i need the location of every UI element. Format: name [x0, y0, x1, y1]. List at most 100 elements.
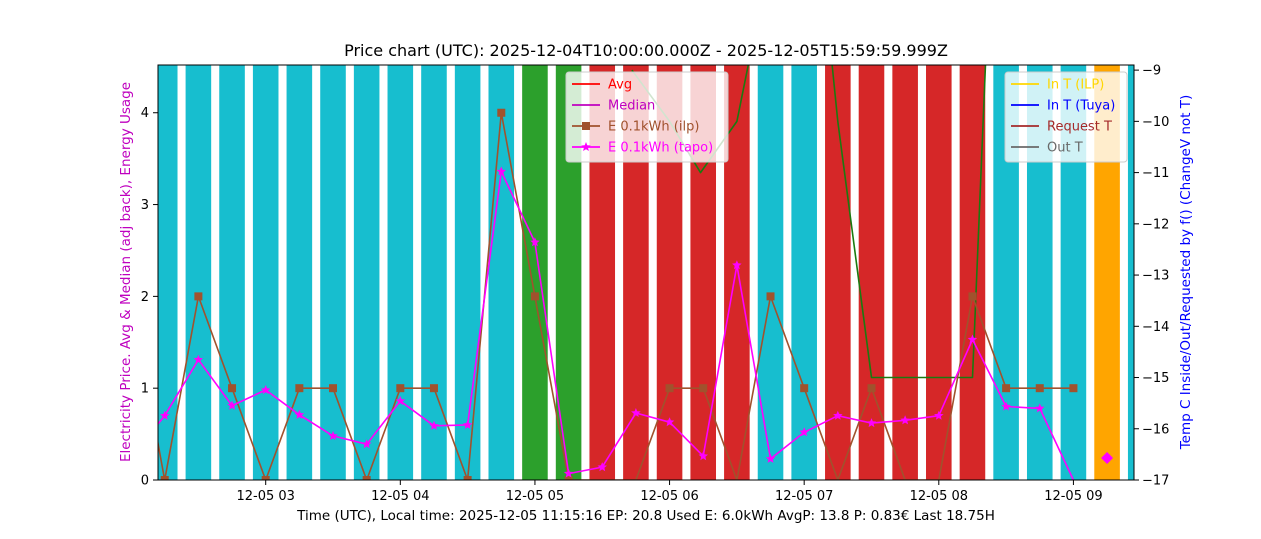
ilp-marker-15: [766, 292, 775, 301]
y-right-tick-label-5: −12: [1142, 217, 1169, 232]
legend-right-label-0: In T (ILP): [1047, 78, 1104, 93]
tapo-marker-6: [328, 430, 338, 440]
y-right-tick-label-7: −10: [1142, 115, 1169, 130]
tapo-marker-16: [664, 417, 675, 427]
legend-left-label-0: Avg: [608, 78, 632, 93]
ilp-marker-21: [1069, 384, 1078, 393]
price-bar-2: [185, 65, 212, 480]
x-tick-label-6: 12-05 09: [1044, 489, 1102, 504]
price-bar-9: [421, 65, 447, 480]
tapo-marker-10: [462, 419, 473, 429]
y-right-tick-label-2: −15: [1142, 371, 1169, 386]
ilp-marker-7: [396, 384, 405, 393]
ilp-marker-14: [699, 384, 708, 393]
price-bar-7: [353, 65, 380, 480]
legend-left-box: [565, 71, 729, 163]
ilp-marker-10: [497, 108, 506, 117]
tapo-marker-26: [1001, 401, 1011, 411]
x-tick-label-1: 12-05 04: [371, 489, 429, 504]
ilp-marker-17: [867, 384, 876, 393]
price-bar-30: [1127, 65, 1134, 480]
y-right-tick-label-6: −11: [1142, 166, 1169, 181]
price-bar-10: [454, 65, 481, 480]
price-bar-25: [959, 65, 986, 480]
tapo-marker-11: [496, 166, 506, 176]
tapo-marker-23: [900, 415, 910, 425]
ilp-marker-18: [968, 292, 977, 301]
ilp-marker-11: [530, 292, 539, 301]
ilp-marker-8: [429, 384, 438, 393]
tapo-marker-4: [260, 385, 271, 395]
x-tick-label-3: 12-05 06: [640, 489, 698, 504]
ilp-marker-6: [362, 476, 371, 480]
y-tick-label-4: 4: [141, 106, 149, 121]
price-bar-20: [791, 65, 817, 480]
y-tick-label-3: 3: [141, 198, 149, 213]
ilp-marker-0: [160, 476, 169, 480]
legend-right-box: [1004, 71, 1128, 163]
tapo-marker-3: [227, 400, 237, 410]
y-axis-label-right: Temp C Inside/Out/Requested by f() (Chan…: [1178, 95, 1194, 451]
chart-title: Price chart (UTC): 2025-12-04T10:00:00.0…: [344, 41, 948, 60]
price-bar-12: [522, 65, 548, 480]
price-bar-3: [219, 65, 245, 480]
tapo-marker-22: [866, 418, 877, 428]
x-tick-label-5: 12-05 08: [910, 489, 968, 504]
tapo-marker-7: [361, 439, 372, 449]
tapo-marker-9: [429, 420, 439, 430]
price-bar-1: [158, 65, 178, 480]
tapo-marker-14: [597, 462, 607, 472]
price-bar-22: [858, 65, 885, 480]
y-right-tick-label-3: −14: [1142, 320, 1169, 335]
legend-left-label-1: Median: [608, 99, 655, 114]
tapo-latest-marker: [1101, 451, 1114, 464]
tapo-marker-17: [698, 451, 708, 461]
y-right-tick-label-1: −16: [1142, 422, 1169, 437]
tapo-marker-1: [160, 410, 170, 420]
y-right-tick-label-8: −9: [1142, 64, 1161, 79]
legend-left-label-2: E 0.1kWh (ilp): [608, 120, 699, 135]
tapo-marker-2: [193, 354, 204, 364]
legend-right-label-3: Out T: [1047, 141, 1083, 156]
y-tick-label-2: 2: [141, 290, 149, 305]
y-tick-label-1: 1: [141, 382, 149, 397]
price-bar-11: [488, 65, 515, 480]
tapo-marker-8: [395, 396, 406, 406]
tapo-marker-15: [631, 408, 641, 417]
legend-right-label-1: In T (Tuya): [1047, 99, 1115, 114]
ilp-marker-2: [228, 384, 237, 393]
price-bar-23: [892, 65, 918, 480]
y-right-tick-label-0: −17: [1142, 474, 1169, 489]
series-lines: [158, 65, 1114, 480]
ilp-marker-3: [261, 476, 270, 480]
price-bar-19: [757, 65, 784, 480]
tapo-marker-27: [1035, 403, 1045, 413]
tapo-marker-25: [967, 334, 978, 344]
ilp-marker-4: [295, 384, 304, 393]
ilp-marker-16: [800, 384, 809, 393]
ilp-marker-20: [1035, 384, 1044, 393]
ilp-marker-5: [329, 384, 338, 393]
price-bar-8: [387, 65, 414, 480]
x-tick-label-0: 12-05 03: [236, 489, 294, 504]
tapo-marker-21: [833, 410, 843, 420]
y-axis-label-left: Electricity Price. Avg & Median (adj bac…: [118, 82, 134, 462]
tapo-marker-20: [799, 427, 809, 437]
tapo-marker-18: [732, 260, 742, 270]
tapo-marker-13: [563, 468, 574, 478]
legend-right-label-2: Request T: [1047, 120, 1112, 135]
tapo-marker-12: [530, 237, 540, 247]
ilp-marker-1: [194, 292, 203, 301]
ilp-marker-12: [564, 476, 573, 480]
x-tick-label-2: 12-05 05: [506, 489, 564, 504]
ilp-marker-13: [665, 384, 674, 393]
y-right-tick-label-4: −13: [1142, 269, 1169, 284]
price-bar-6: [320, 65, 346, 480]
x-tick-label-4: 12-05 07: [775, 489, 833, 504]
x-axis-label: Time (UTC), Local time: 2025-12-05 11:15…: [296, 508, 995, 524]
price-bar-5: [286, 65, 313, 480]
y-tick-label-0: 0: [141, 474, 149, 489]
ilp-marker-19: [1002, 384, 1011, 393]
plot-frame: [157, 64, 1135, 481]
axis-ticks: 12-05 03 12-05 04 12-05 05 12-05 06 12-05 07…: [141, 64, 1170, 504]
